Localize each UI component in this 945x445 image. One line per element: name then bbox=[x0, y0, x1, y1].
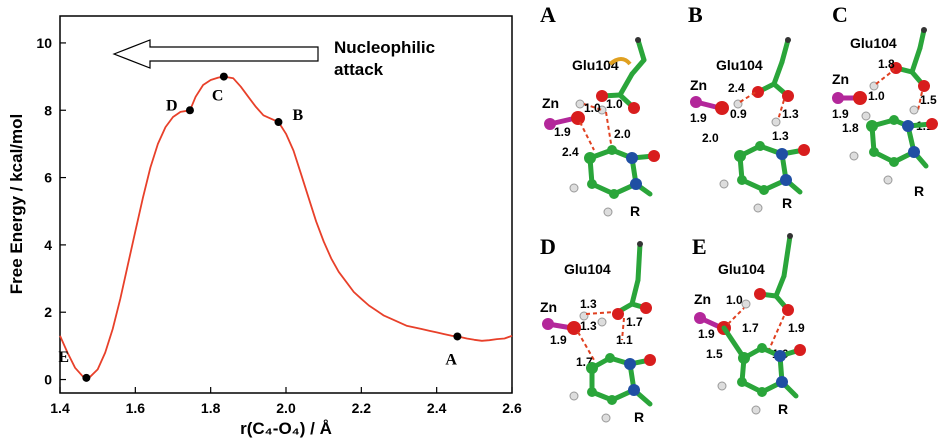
point-a-label: A bbox=[445, 351, 457, 368]
x-ticks: 1.4 1.6 1.8 2.0 2.2 2.4 2.6 bbox=[50, 387, 522, 416]
y-axis-label: Free Energy / kcal/mol bbox=[7, 114, 26, 294]
panel-e-r: R bbox=[778, 401, 788, 417]
y-tick-label: 2 bbox=[44, 304, 52, 320]
panel-d-r: R bbox=[634, 409, 644, 425]
panel-a-dist-3: 1.9 bbox=[554, 125, 571, 139]
y-tick-label: 6 bbox=[44, 170, 52, 186]
panel-a-residue: Glu104 bbox=[572, 57, 619, 73]
panel-b-r: R bbox=[782, 195, 792, 211]
x-axis-label: r(C₄-O₄) / Å bbox=[240, 419, 332, 438]
energy-curve-layer bbox=[59, 75, 513, 379]
point-b-marker bbox=[274, 118, 283, 127]
panel-c-dist-1: 1.8 bbox=[878, 57, 895, 71]
panel-a-r: R bbox=[630, 203, 640, 219]
left-arrow-icon bbox=[112, 39, 319, 69]
x-tick-label: 2.0 bbox=[276, 400, 296, 416]
panel-c-dist-5: 1.8 bbox=[842, 121, 859, 135]
panel-c-zn: Zn bbox=[832, 71, 849, 87]
panel-c: C Glu104 Zn 1.8 1.0 1.9 1.5 1.8 1.1 R bbox=[832, 2, 938, 199]
nucleophilic-attack-annotation: Nucleophilic attack bbox=[112, 38, 435, 79]
panel-b-label: B bbox=[688, 2, 703, 27]
x-tick-label: 2.6 bbox=[502, 400, 522, 416]
x-tick-label: 1.8 bbox=[201, 400, 221, 416]
panel-b-dist-3: 1.3 bbox=[782, 107, 799, 121]
panel-a-zn: Zn bbox=[542, 95, 559, 111]
point-b-label: B bbox=[292, 107, 303, 124]
point-e-marker bbox=[82, 373, 91, 382]
panel-b: B Glu104 Zn 2.4 0.9 1.3 1.9 2.0 1.3 R bbox=[688, 2, 810, 213]
panel-d-label: D bbox=[540, 234, 556, 259]
free-energy-curve bbox=[59, 75, 513, 379]
panel-e-residue: Glu104 bbox=[718, 261, 765, 277]
panel-c-r: R bbox=[914, 183, 924, 199]
panel-b-dist-4: 1.9 bbox=[690, 111, 707, 125]
y-ticks: 0 2 4 6 8 10 bbox=[36, 35, 66, 388]
panel-a-dist-1: 1.0 bbox=[584, 101, 601, 115]
point-c-label: C bbox=[212, 88, 224, 105]
panel-e-dist-3: 1.9 bbox=[788, 321, 805, 335]
x-tick-label: 2.4 bbox=[427, 400, 447, 416]
y-tick-label: 4 bbox=[44, 237, 52, 253]
panel-e-dist-1: 1.0 bbox=[726, 293, 743, 307]
rotation-arrow-icon bbox=[608, 57, 632, 66]
plot-frame bbox=[59, 15, 513, 394]
x-tick-label: 1.6 bbox=[126, 400, 146, 416]
y-tick-label: 8 bbox=[44, 102, 52, 118]
panel-a-dist-4: 2.0 bbox=[614, 127, 631, 141]
panel-d-dist-4: 1.9 bbox=[550, 333, 567, 347]
panel-e-zn: Zn bbox=[694, 291, 711, 307]
panel-e: E Glu104 Zn 1.0 1.7 1.9 1.9 1.5 1.0 R bbox=[692, 233, 806, 417]
point-a-marker bbox=[453, 332, 462, 341]
panel-c-residue: Glu104 bbox=[850, 35, 897, 51]
panel-d-dist-3: 1.7 bbox=[626, 315, 643, 329]
panel-d: D Glu104 Zn 1.3 1.3 1.7 1.9 1.1 1.7 R bbox=[540, 234, 656, 425]
panel-b-residue: Glu104 bbox=[716, 57, 763, 73]
panel-e-label: E bbox=[692, 234, 707, 259]
panel-d-dist-1: 1.3 bbox=[580, 297, 597, 311]
panel-e-dist-4: 1.9 bbox=[698, 327, 715, 341]
point-c-marker bbox=[219, 72, 228, 81]
panel-d-dist-2: 1.3 bbox=[580, 319, 597, 333]
panel-a-dist-5: 2.4 bbox=[562, 145, 579, 159]
annotation-line1: Nucleophilic bbox=[334, 38, 435, 57]
panel-a-dist-2: 1.0 bbox=[606, 97, 623, 111]
panel-d-residue: Glu104 bbox=[564, 261, 611, 277]
point-d-label: D bbox=[166, 97, 178, 114]
panel-e-dist-2: 1.7 bbox=[742, 321, 759, 335]
panel-c-dist-3: 1.9 bbox=[832, 107, 849, 121]
panel-b-zn: Zn bbox=[690, 77, 707, 93]
point-d-marker bbox=[185, 106, 194, 115]
panel-b-dist-5: 2.0 bbox=[702, 131, 719, 145]
panel-e-dist-5: 1.5 bbox=[706, 347, 723, 361]
y-tick-label: 0 bbox=[44, 372, 52, 388]
point-e-label: E bbox=[58, 349, 69, 366]
x-tick-label: 2.2 bbox=[352, 400, 372, 416]
panel-b-dist-1: 2.4 bbox=[728, 81, 745, 95]
annotation-line2: attack bbox=[334, 60, 384, 79]
panel-d-dist-5: 1.1 bbox=[616, 333, 633, 347]
x-tick-label: 1.4 bbox=[50, 400, 70, 416]
panel-b-dist-2: 0.9 bbox=[730, 107, 747, 121]
panel-a: A Glu104 Zn 1.0 1.0 1.9 2.0 2.4 R bbox=[540, 2, 660, 219]
panel-c-dist-2: 1.0 bbox=[868, 89, 885, 103]
y-tick-label: 10 bbox=[36, 35, 52, 51]
panel-a-label: A bbox=[540, 2, 556, 27]
panel-c-dist-4: 1.5 bbox=[920, 93, 937, 107]
panel-b-dist-6: 1.3 bbox=[772, 129, 789, 143]
data-points-layer: A B C D E bbox=[58, 72, 462, 382]
panel-d-zn: Zn bbox=[540, 299, 557, 315]
panel-c-label: C bbox=[832, 2, 848, 27]
